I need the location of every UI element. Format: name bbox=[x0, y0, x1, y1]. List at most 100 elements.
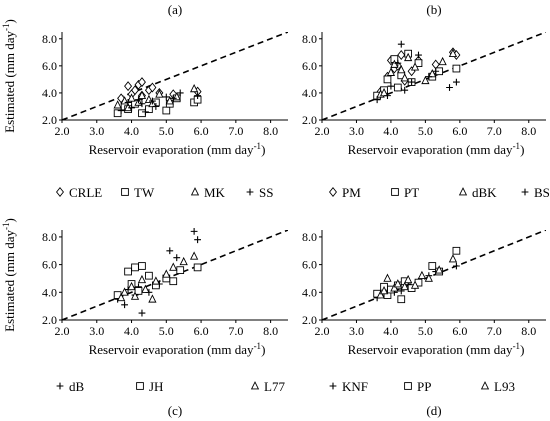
legend-item: L77 bbox=[250, 379, 285, 394]
series-l93 bbox=[376, 254, 458, 299]
y-tick-label: 4.0 bbox=[302, 285, 317, 299]
data-point bbox=[134, 287, 143, 295]
data-point bbox=[415, 51, 422, 59]
chart-panel: (b) 2.0 3.0 4.0 5.0 6.0 7.0 8.0 2.0 4.0 6.0 8.0 Rese… bbox=[302, 2, 550, 200]
legend-marker bbox=[458, 187, 468, 196]
y-tick-label: 6.0 bbox=[302, 59, 317, 73]
data-point bbox=[148, 294, 157, 303]
legend-item: PM bbox=[329, 185, 361, 200]
data-point bbox=[173, 254, 181, 262]
y-tick-label: 4.0 bbox=[42, 285, 57, 299]
data-point bbox=[190, 227, 198, 235]
data-point bbox=[379, 88, 389, 97]
x-tick-label: 6.0 bbox=[194, 324, 209, 338]
x-tick-label: 6.0 bbox=[452, 124, 467, 138]
data-point bbox=[169, 94, 177, 102]
y-tick-label: 2.0 bbox=[302, 113, 317, 127]
data-point bbox=[428, 69, 437, 78]
data-point bbox=[393, 279, 402, 288]
x-tick-label: 8.0 bbox=[263, 324, 278, 338]
legend-label: PP bbox=[417, 379, 431, 394]
data-point bbox=[438, 56, 447, 66]
x-tick-label: 4.0 bbox=[124, 324, 139, 338]
x-tick-label: 6.0 bbox=[452, 324, 467, 338]
data-point bbox=[169, 262, 178, 271]
data-point bbox=[137, 90, 147, 99]
data-point bbox=[390, 59, 399, 68]
panel-label: (b) bbox=[426, 2, 441, 17]
data-point bbox=[124, 267, 132, 276]
data-point bbox=[453, 78, 460, 86]
x-tick-label: 5.0 bbox=[418, 324, 433, 338]
x-tick-label: 8.0 bbox=[521, 324, 536, 338]
chart-panel: (c) 2.0 3.0 4.0 5.0 6.0 7.0 8.0 2.0 4.0 6.0 8.0 Rese… bbox=[1, 218, 288, 418]
x-axis-label: Reservoir evaporation (mm day-1) bbox=[89, 341, 266, 357]
data-point bbox=[152, 103, 160, 110]
panel-label: (c) bbox=[168, 403, 182, 418]
legend-marker bbox=[329, 382, 337, 390]
data-point bbox=[373, 96, 381, 104]
data-point bbox=[166, 247, 174, 255]
data-point bbox=[408, 78, 415, 86]
legend-label: MK bbox=[204, 185, 226, 200]
y-tick-label: 4.0 bbox=[42, 86, 57, 100]
x-tick-label: 2.0 bbox=[55, 324, 70, 338]
x-axis-label: Reservoir evaporation (mm day-1) bbox=[348, 341, 525, 357]
legend-marker bbox=[404, 382, 412, 390]
legend-item: L93 bbox=[480, 379, 515, 394]
data-point bbox=[384, 92, 391, 100]
data-point bbox=[452, 64, 461, 73]
data-point bbox=[162, 106, 171, 115]
legend-item: MK bbox=[190, 185, 226, 200]
data-point bbox=[425, 73, 433, 81]
legend-label: TW bbox=[134, 185, 155, 200]
data-point bbox=[448, 48, 458, 58]
data-point bbox=[397, 295, 406, 304]
y-tick-label: 8.0 bbox=[302, 230, 317, 244]
legend-label: PT bbox=[404, 185, 419, 200]
data-point bbox=[131, 263, 139, 272]
data-point bbox=[400, 281, 409, 291]
legend-label: L93 bbox=[494, 379, 515, 394]
data-point bbox=[124, 81, 133, 92]
x-tick-label: 3.0 bbox=[349, 324, 364, 338]
data-point bbox=[394, 59, 402, 67]
x-tick-label: 5.0 bbox=[159, 324, 174, 338]
data-point bbox=[386, 67, 396, 76]
data-point bbox=[404, 274, 413, 284]
y-tick-label: 2.0 bbox=[42, 313, 57, 327]
data-point bbox=[138, 262, 146, 270]
data-point bbox=[446, 84, 453, 91]
legend-marker bbox=[56, 382, 64, 390]
data-point bbox=[383, 273, 392, 282]
x-tick-label: 8.0 bbox=[521, 124, 536, 138]
legend-marker bbox=[136, 382, 144, 390]
data-point bbox=[448, 254, 458, 263]
data-point bbox=[194, 92, 201, 100]
x-tick-label: 6.0 bbox=[194, 124, 209, 138]
data-point bbox=[379, 286, 389, 295]
x-tick-label: 4.0 bbox=[383, 124, 398, 138]
legend-label: KNF bbox=[342, 379, 368, 394]
data-point bbox=[148, 82, 157, 93]
legend-label: BS bbox=[534, 185, 550, 200]
data-point bbox=[390, 283, 399, 292]
x-tick-label: 3.0 bbox=[89, 124, 104, 138]
data-point bbox=[127, 281, 136, 291]
data-point bbox=[435, 265, 444, 274]
y-axis-label: Estimated (mm day-1) bbox=[1, 218, 17, 332]
data-point bbox=[128, 104, 135, 112]
x-tick-label: 4.0 bbox=[383, 324, 398, 338]
legend-label: L77 bbox=[264, 379, 285, 394]
y-tick-label: 8.0 bbox=[42, 32, 57, 46]
legend-label: dB bbox=[69, 379, 85, 394]
data-point bbox=[117, 107, 125, 114]
y-axis-label: Estimated (mm day-1) bbox=[1, 19, 17, 133]
data-point bbox=[404, 52, 413, 62]
legend-marker bbox=[250, 381, 260, 390]
y-tick-label: 6.0 bbox=[302, 258, 317, 272]
chart-panel: (d) 2.0 3.0 4.0 5.0 6.0 7.0 8.0 2.0 4.0 6.0 8.0 Rese… bbox=[302, 230, 546, 418]
x-tick-label: 7.0 bbox=[228, 124, 243, 138]
data-point bbox=[401, 86, 409, 94]
data-point bbox=[421, 75, 430, 85]
